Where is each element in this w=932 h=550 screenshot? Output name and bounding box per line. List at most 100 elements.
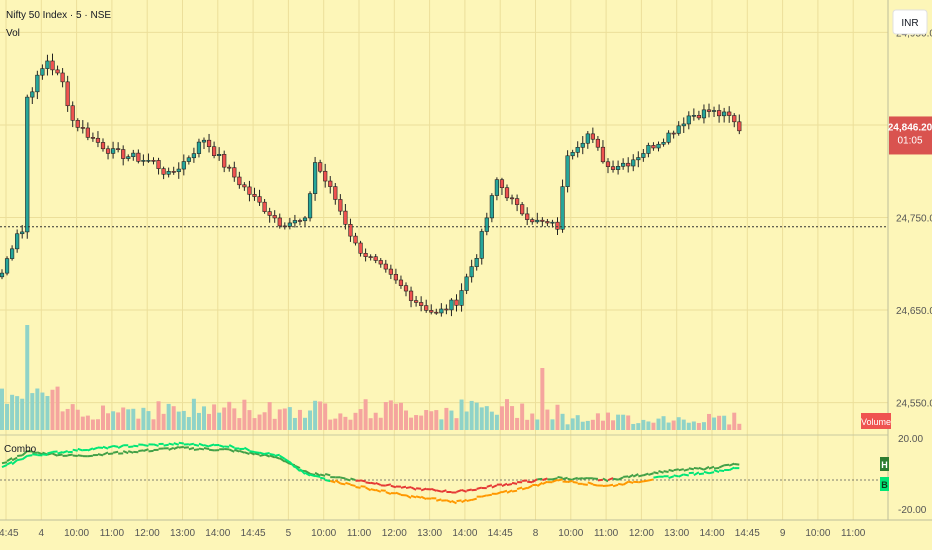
candle-body[interactable]	[706, 109, 712, 112]
candle-body[interactable]	[535, 219, 540, 223]
candle-body[interactable]	[494, 179, 500, 196]
candle-body[interactable]	[459, 290, 464, 306]
candle-body[interactable]	[126, 156, 131, 159]
candle-body[interactable]	[434, 311, 439, 314]
candle-body[interactable]	[333, 186, 338, 200]
candle-body[interactable]	[419, 302, 424, 306]
candle-body[interactable]	[55, 69, 60, 74]
candle-body[interactable]	[676, 125, 681, 134]
candle-body[interactable]	[171, 171, 176, 173]
candle-body[interactable]	[499, 179, 505, 189]
candle-body[interactable]	[368, 256, 373, 258]
candle-body[interactable]	[671, 132, 676, 135]
candle-body[interactable]	[696, 115, 701, 119]
candle-body[interactable]	[408, 290, 414, 301]
candle-body[interactable]	[85, 127, 90, 138]
candle-body[interactable]	[686, 115, 691, 125]
candle-body[interactable]	[141, 160, 146, 162]
candle-body[interactable]	[262, 201, 267, 212]
candle-body[interactable]	[242, 184, 247, 188]
candle-body[interactable]	[35, 74, 40, 93]
candle-body[interactable]	[4, 258, 10, 274]
candle-body[interactable]	[666, 132, 671, 143]
candle-body[interactable]	[201, 139, 207, 143]
candle-body[interactable]	[560, 186, 565, 230]
candle-body[interactable]	[166, 171, 171, 175]
candle-body[interactable]	[95, 137, 101, 143]
candle-body[interactable]	[570, 152, 575, 157]
candle-body[interactable]	[641, 153, 646, 158]
candle-body[interactable]	[363, 253, 368, 257]
price-candles[interactable]	[0, 53, 742, 317]
time-axis[interactable]	[0, 520, 932, 550]
candle-body[interactable]	[232, 167, 237, 178]
candle-body[interactable]	[328, 180, 333, 187]
candle-body[interactable]	[277, 217, 282, 227]
candle-body[interactable]	[565, 155, 570, 187]
candle-body[interactable]	[227, 166, 232, 169]
candle-body[interactable]	[651, 145, 656, 149]
candle-body[interactable]	[343, 210, 348, 225]
candle-body[interactable]	[156, 160, 161, 169]
candle-body[interactable]	[196, 141, 202, 154]
candle-body[interactable]	[691, 115, 696, 117]
candle-body[interactable]	[701, 109, 707, 119]
candle-body[interactable]	[151, 160, 156, 162]
chart-title[interactable]: Nifty 50 Index · 5 · NSE	[6, 10, 111, 21]
candle-body[interactable]	[323, 170, 328, 182]
candle-body[interactable]	[176, 168, 181, 173]
candle-body[interactable]	[545, 221, 550, 224]
candle-body[interactable]	[722, 111, 727, 117]
candle-body[interactable]	[161, 168, 166, 175]
candle-body[interactable]	[605, 161, 611, 167]
candle-body[interactable]	[595, 138, 600, 148]
candle-body[interactable]	[338, 199, 343, 212]
candle-body[interactable]	[555, 221, 560, 230]
candle-body[interactable]	[600, 146, 606, 163]
candle-body[interactable]	[449, 299, 454, 311]
candle-body[interactable]	[353, 235, 358, 244]
candle-body[interactable]	[484, 217, 489, 232]
candle-body[interactable]	[413, 300, 419, 303]
candle-body[interactable]	[716, 110, 722, 117]
candle-body[interactable]	[100, 142, 106, 150]
candle-body[interactable]	[121, 149, 126, 159]
candle-body[interactable]	[191, 153, 197, 159]
candle-body[interactable]	[348, 224, 353, 237]
candle-body[interactable]	[393, 274, 399, 281]
candle-body[interactable]	[206, 139, 212, 147]
candle-body[interactable]	[40, 68, 45, 76]
candle-body[interactable]	[504, 187, 510, 199]
candle-body[interactable]	[15, 233, 20, 250]
candle-body[interactable]	[626, 162, 631, 167]
candle-body[interactable]	[131, 152, 136, 157]
candle-body[interactable]	[550, 221, 555, 224]
candle-body[interactable]	[186, 157, 191, 162]
candle-body[interactable]	[312, 162, 318, 194]
candle-body[interactable]	[45, 60, 50, 69]
candle-body[interactable]	[575, 147, 580, 153]
candle-body[interactable]	[25, 96, 30, 233]
candle-body[interactable]	[540, 219, 545, 222]
candle-body[interactable]	[247, 186, 252, 195]
candle-body[interactable]	[525, 213, 530, 220]
candle-body[interactable]	[590, 133, 595, 140]
candle-body[interactable]	[646, 145, 651, 154]
candle-body[interactable]	[636, 157, 641, 161]
candle-body[interactable]	[403, 285, 409, 292]
candle-body[interactable]	[20, 231, 25, 235]
candle-body[interactable]	[222, 154, 227, 168]
candle-body[interactable]	[464, 276, 469, 291]
candle-body[interactable]	[378, 260, 383, 265]
candle-body[interactable]	[489, 195, 494, 219]
combo-indicator-label[interactable]: Combo	[4, 444, 37, 455]
candle-body[interactable]	[424, 305, 429, 311]
candle-body[interactable]	[621, 162, 626, 167]
candle-body[interactable]	[297, 220, 303, 222]
candle-body[interactable]	[217, 154, 222, 156]
candle-body[interactable]	[479, 231, 484, 259]
candle-body[interactable]	[90, 137, 95, 139]
candle-body[interactable]	[711, 110, 717, 112]
candle-body[interactable]	[656, 143, 661, 149]
